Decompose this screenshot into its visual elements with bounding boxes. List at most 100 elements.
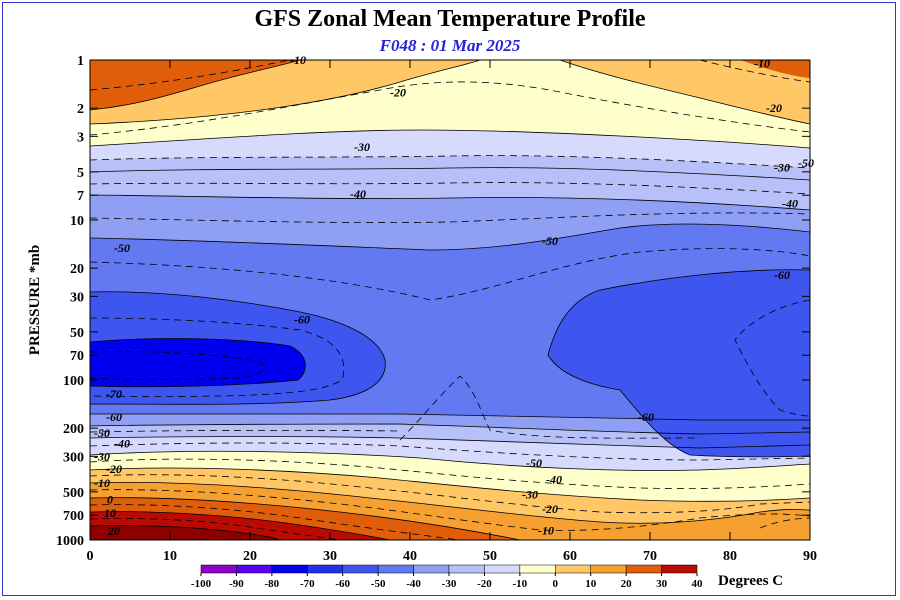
colorbar-swatch: [625, 564, 662, 574]
contour-field: [90, 60, 810, 540]
x-tick-label: 40: [403, 549, 417, 564]
y-tick-label: 3: [77, 130, 84, 145]
colorbar-tick-label: -70: [300, 578, 315, 590]
colorbar-tick-label: -80: [265, 578, 280, 590]
colorbar-tick-label: 0: [553, 578, 559, 590]
colorbar-tick-label: -20: [477, 578, 492, 590]
contour-label: -20: [542, 502, 558, 516]
colorbar-tick-label: 30: [656, 578, 668, 590]
contour-label: -10: [94, 476, 110, 490]
y-tick-label: 1000: [56, 534, 84, 549]
band-0-to-10-top-right: [740, 60, 810, 78]
x-tick-label: 60: [563, 549, 577, 564]
band-below-minus-70: [90, 338, 306, 387]
colorbar-swatch: [200, 564, 237, 574]
colorbar-swatch: [448, 564, 485, 574]
colorbar-swatch: [236, 564, 273, 574]
contour-label: -40: [350, 187, 366, 201]
contour-label: -30: [94, 449, 110, 463]
colorbar-tick-label: 40: [692, 578, 704, 590]
contour-label: -50: [542, 234, 558, 248]
colorbar-tick-label: -60: [335, 578, 350, 590]
x-tick-label: 90: [803, 549, 817, 564]
x-tick-label: 30: [323, 549, 337, 564]
contour-label: -30: [522, 488, 538, 502]
colorbar-swatch: [484, 564, 521, 574]
band-minus-70-to-minus-60-right: [548, 269, 810, 457]
colorbar-swatch: [307, 564, 343, 574]
contour-label: -50: [526, 456, 542, 470]
plot-border: [89, 59, 811, 541]
y-tick-label: 5: [77, 166, 84, 181]
contour-label: -50: [114, 241, 130, 255]
contour-label: -30: [354, 140, 370, 154]
contour-label: -40: [546, 473, 562, 487]
y-tick-label: 100: [63, 374, 84, 389]
chart-title: GFS Zonal Mean Temperature Profile: [254, 6, 646, 32]
y-tick-label: 7: [77, 189, 84, 204]
contour-label: -40: [782, 197, 798, 211]
contour-label: -60: [774, 268, 790, 282]
colorbar-swatch: [519, 564, 556, 574]
solid-contours: [90, 60, 810, 540]
colorbar-swatch: [555, 564, 591, 574]
colorbar-swatch: [271, 564, 308, 574]
x-tick-label: 50: [483, 549, 497, 564]
x-tick-label: 80: [723, 549, 737, 564]
y-tick-label: 500: [63, 486, 84, 501]
y-tick-label: 50: [70, 326, 84, 341]
y-axis-label: PRESSURE *mb: [27, 245, 43, 355]
contour-label: -20: [106, 462, 122, 476]
contour-label: -40: [114, 437, 130, 451]
colorbar-tick-label: 10: [585, 578, 597, 590]
band-minus-10-to-0-top-right: [560, 60, 810, 124]
y-tick-label: 70: [70, 349, 84, 364]
contour-label: -20: [390, 86, 406, 100]
x-tick-label: 70: [643, 549, 657, 564]
y-tick-label: 30: [70, 290, 84, 305]
x-tick-label: 20: [243, 549, 257, 564]
y-tick-label: 10: [70, 214, 84, 229]
colorbar-tick-label: -30: [442, 578, 457, 590]
x-tick-label: 0: [87, 549, 94, 564]
colorbar-swatch: [590, 564, 627, 574]
contour-label: -70: [106, 387, 122, 401]
contour-label: -30: [774, 161, 790, 175]
y-tick-label: 300: [63, 450, 84, 465]
colorbar-tick-label: -40: [406, 578, 421, 590]
contour-label: -60: [294, 313, 310, 327]
band-30-plus: [90, 525, 280, 540]
contour-label: -10: [754, 56, 770, 70]
colorbar-tick-label: -10: [513, 578, 528, 590]
contour-label: -50: [798, 156, 814, 170]
y-tick-label: 2: [77, 102, 84, 117]
chart-subtitle: F048 : 01 Mar 2025: [379, 36, 521, 55]
contour-label: 20: [107, 524, 120, 538]
contour-label: -10: [538, 523, 554, 537]
contour-label: -60: [106, 410, 122, 424]
contour-labels: -10 -10-20-20-30-30 -50-40-40-50-50-60-60-…: [94, 53, 814, 538]
contour-label: -10: [290, 53, 306, 67]
contour-label: 0: [107, 493, 113, 507]
contour-label: 10: [104, 506, 116, 520]
colorbar-swatch: [413, 564, 450, 574]
y-tick-label: 1: [77, 54, 84, 69]
colorbar-tick-label: -90: [229, 578, 244, 590]
x-axis: 0 10 20 30 40 50 60 70 80 90: [87, 60, 817, 564]
colorbar-tick-label: -100: [191, 578, 212, 590]
y-tick-label: 20: [70, 262, 84, 277]
y-tick-label: 200: [63, 422, 84, 437]
contour-label: -20: [766, 101, 782, 115]
x-tick-label: 10: [163, 549, 177, 564]
dashed-contours: [90, 60, 810, 540]
contour-label: -50: [94, 426, 110, 440]
colorbar-swatch: [342, 564, 379, 574]
colorbar-swatch: [377, 564, 414, 574]
colorbar-unit-label: Degrees C: [718, 573, 783, 589]
colorbar-tick-label: 20: [621, 578, 633, 590]
colorbar-swatch: [661, 564, 698, 574]
contour-label: -60: [638, 410, 654, 424]
